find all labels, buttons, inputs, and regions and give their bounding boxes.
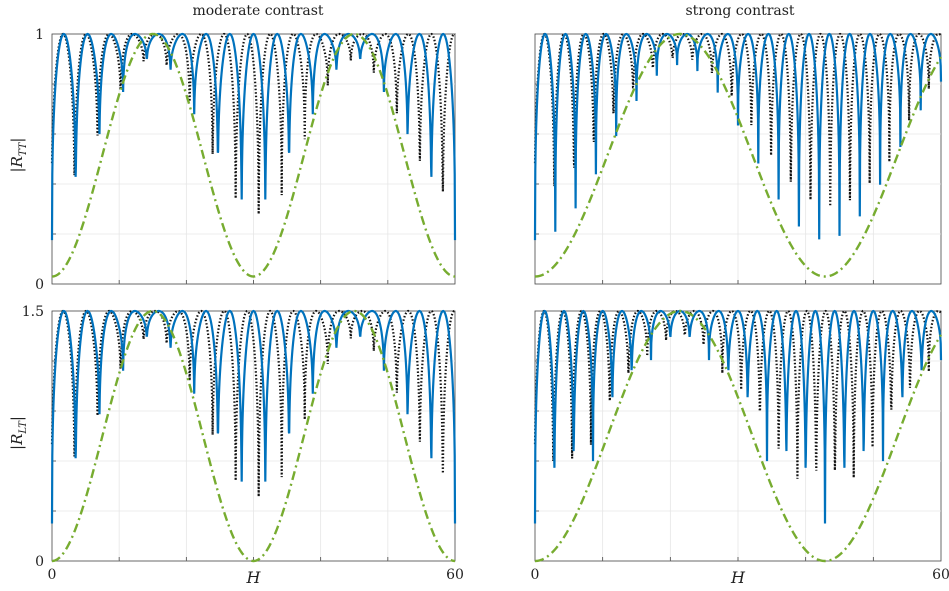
x-tick-label: 60 bbox=[932, 567, 949, 583]
series-dashed-line bbox=[535, 32, 943, 278]
panel-bottom-left: 0 1.5 0 60 H bbox=[22, 304, 464, 587]
y-tick-label: 1 bbox=[35, 27, 44, 43]
row-label-rlt-text: |RLT| bbox=[8, 416, 29, 450]
series-solid-line bbox=[50, 32, 457, 241]
panel-top-right bbox=[533, 32, 943, 285]
x-tick-label: 0 bbox=[48, 567, 57, 583]
y-tick-label: 1.5 bbox=[22, 304, 44, 320]
series-dotted-line bbox=[533, 32, 942, 207]
series-solid-line bbox=[533, 32, 943, 241]
column-title-strong: strong contrast bbox=[685, 3, 794, 19]
y-tick-label: 0 bbox=[35, 554, 44, 570]
series-solid-line bbox=[533, 309, 943, 524]
x-axis-label: H bbox=[246, 568, 262, 587]
x-tick-label: 0 bbox=[531, 567, 540, 583]
series-solid-line bbox=[50, 309, 457, 524]
y-tick-label: 0 bbox=[35, 277, 44, 293]
row-label-rtt-text: |RTT| bbox=[8, 138, 29, 173]
panel-bottom-right: 0 60 H bbox=[531, 309, 949, 587]
series-dashed-line bbox=[52, 32, 455, 278]
series-dotted-line bbox=[533, 309, 942, 479]
panel-top-left: 01 bbox=[35, 27, 457, 293]
row-label-rlt: |RLT| bbox=[8, 416, 29, 450]
x-axis-label: H bbox=[730, 568, 746, 587]
row-label-rtt: |RTT| bbox=[8, 138, 29, 173]
series-dotted-line bbox=[50, 309, 456, 497]
column-title-moderate: moderate contrast bbox=[192, 3, 323, 19]
series-dashed-line bbox=[535, 309, 943, 563]
series-dashed-line bbox=[51, 309, 456, 563]
x-tick-label: 60 bbox=[446, 567, 464, 583]
